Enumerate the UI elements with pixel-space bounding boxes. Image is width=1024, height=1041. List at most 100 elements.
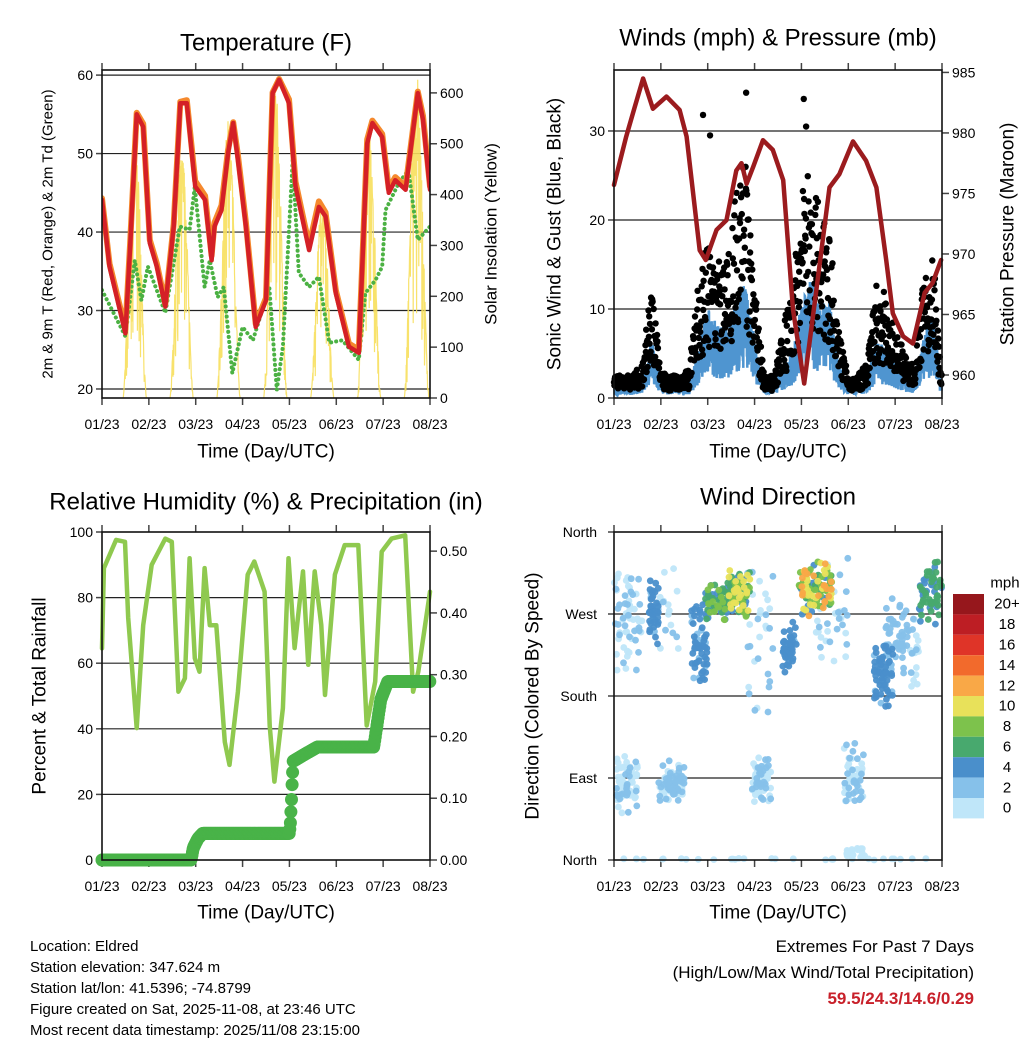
wind-direction-point bbox=[907, 669, 915, 676]
y2-tick-label: 600 bbox=[440, 85, 464, 101]
gust-point bbox=[800, 280, 807, 287]
wind-direction-point bbox=[649, 592, 657, 600]
wind-direction-point bbox=[881, 645, 889, 652]
wind-direction-point bbox=[674, 797, 682, 804]
wind-direction-point bbox=[672, 778, 679, 786]
wind-direction-point bbox=[786, 627, 794, 634]
wind-direction-point bbox=[680, 775, 688, 782]
station-info: Location: Eldred Station elevation: 347.… bbox=[30, 936, 360, 1041]
gust-point bbox=[727, 327, 735, 334]
gust-point bbox=[652, 320, 659, 327]
speed-legend: mph 20+ 18 16 14 12 10 8 6 4 2 0 bbox=[953, 575, 1020, 819]
y2-tick-label: 975 bbox=[952, 185, 976, 201]
legend-swatch bbox=[953, 655, 984, 676]
wind-direction-point bbox=[662, 626, 669, 634]
wind-direction-point bbox=[653, 599, 660, 607]
gust-point bbox=[745, 216, 752, 223]
extremes-values: 59.5/24.3/14.6/0.29 bbox=[827, 989, 974, 1008]
gust-point bbox=[928, 296, 936, 303]
gust-point bbox=[916, 333, 924, 341]
legend-label: 16 bbox=[999, 637, 1016, 654]
x-tick-label: 06/23 bbox=[831, 416, 866, 432]
x-tick-label: 04/23 bbox=[225, 416, 260, 432]
x-tick-label: 01/23 bbox=[596, 878, 631, 894]
wind-direction-point bbox=[703, 649, 711, 656]
y2-tick-label: 0.30 bbox=[440, 667, 467, 683]
wind-direction-point bbox=[857, 788, 865, 795]
wind-direction-point bbox=[660, 781, 668, 788]
gust-point bbox=[923, 304, 931, 311]
wind-direction-point bbox=[678, 788, 686, 796]
wind-direction-point bbox=[654, 584, 662, 592]
gust-point bbox=[800, 95, 807, 103]
wind-direction-point bbox=[632, 758, 640, 766]
x-tick-label: 04/23 bbox=[737, 416, 772, 432]
wind-direction-point bbox=[845, 784, 853, 792]
gust-point bbox=[743, 191, 751, 198]
panel-title: Wind Direction bbox=[700, 484, 856, 511]
y-tick-label: West bbox=[565, 606, 597, 622]
legend-label: 14 bbox=[999, 657, 1016, 674]
gust-point bbox=[742, 89, 750, 96]
wind-direction-point bbox=[858, 845, 866, 853]
gust-point bbox=[709, 264, 717, 271]
x-tick-label: 08/23 bbox=[412, 416, 447, 432]
wind-direction-point bbox=[631, 605, 638, 613]
panel-3: Relative Humidity (%) & Precipitation (i… bbox=[30, 489, 483, 924]
wind-direction-point bbox=[871, 658, 879, 666]
wind-direction-point bbox=[917, 617, 924, 625]
wind-direction-point bbox=[790, 632, 798, 639]
wind-direction-point bbox=[910, 615, 917, 623]
wind-direction-point bbox=[814, 577, 822, 585]
gust-point bbox=[736, 219, 744, 227]
x-tick-label: 08/23 bbox=[924, 878, 959, 894]
x-tick-label: 04/23 bbox=[737, 878, 772, 894]
panel-title: Relative Humidity (%) & Precipitation (i… bbox=[49, 489, 482, 516]
y2-tick-label: 100 bbox=[440, 339, 464, 355]
wind-direction-point bbox=[619, 614, 627, 622]
wind-direction-point bbox=[804, 592, 812, 599]
y2-tick-label: 0 bbox=[440, 390, 448, 406]
plot-area bbox=[102, 76, 430, 398]
gust-point bbox=[935, 343, 943, 350]
x-tick-label: 02/23 bbox=[643, 878, 678, 894]
gust-point bbox=[699, 351, 706, 358]
wind-direction-point bbox=[927, 607, 935, 615]
wind-direction-point bbox=[825, 593, 833, 600]
wind-direction-point bbox=[621, 592, 629, 599]
gust-point bbox=[643, 368, 650, 376]
wind-direction-point bbox=[656, 792, 664, 800]
wind-direction-point bbox=[754, 615, 762, 623]
panel-title: Temperature (F) bbox=[180, 30, 352, 57]
wind-direction-point bbox=[748, 785, 756, 793]
wind-direction-point bbox=[900, 664, 907, 672]
gust-point bbox=[640, 376, 648, 383]
location-text: Location: Eldred bbox=[30, 938, 139, 955]
gust-point bbox=[753, 299, 760, 307]
wind-direction-point bbox=[623, 758, 630, 766]
gust-point bbox=[747, 232, 754, 239]
wind-direction-point bbox=[691, 612, 698, 620]
gust-point bbox=[817, 327, 824, 334]
solar-insolation-line bbox=[403, 79, 430, 398]
wind-direction-point bbox=[922, 855, 930, 863]
wind-direction-point bbox=[872, 692, 879, 700]
gust-point bbox=[653, 331, 661, 339]
gust-point bbox=[838, 340, 845, 347]
gust-point bbox=[712, 336, 719, 343]
wind-direction-point bbox=[751, 706, 759, 714]
panel-2: Winds (mph) & Pressure (mb) Sonic Wind & … bbox=[545, 25, 1019, 463]
wind-direction-point bbox=[882, 669, 890, 676]
wind-direction-point bbox=[844, 554, 852, 562]
gust-point bbox=[799, 259, 806, 266]
wind-direction-point bbox=[858, 770, 865, 778]
wind-direction-point bbox=[613, 574, 621, 582]
wind-direction-point bbox=[771, 855, 779, 863]
wind-direction-point bbox=[613, 765, 621, 773]
wind-direction-point bbox=[715, 603, 722, 611]
wind-direction-point bbox=[852, 788, 860, 795]
wind-direction-point bbox=[914, 637, 922, 644]
wind-direction-point bbox=[740, 578, 747, 585]
wind-direction-point bbox=[812, 586, 819, 594]
wind-direction-point bbox=[836, 571, 844, 579]
